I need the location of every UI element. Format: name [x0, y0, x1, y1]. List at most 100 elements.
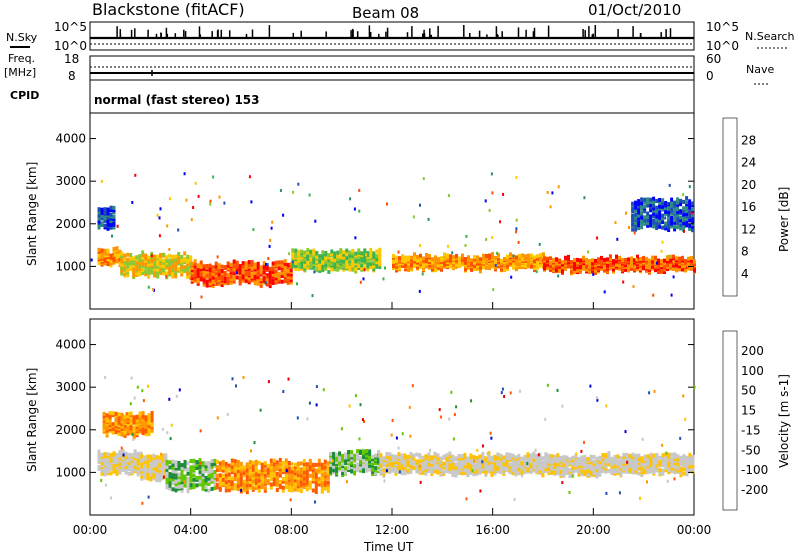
velocity-cell — [260, 474, 264, 479]
power-cell — [309, 253, 313, 257]
velocity-cell — [649, 465, 653, 470]
velocity-cell — [523, 470, 527, 475]
velocity-cell — [269, 458, 273, 463]
velocity-cell — [102, 427, 106, 432]
velocity-cell — [308, 461, 312, 466]
power-cell — [591, 269, 594, 274]
velocity-cell — [281, 477, 285, 481]
power-cell — [280, 263, 284, 268]
velocity-cell — [559, 469, 563, 474]
velocity-cell — [499, 456, 503, 461]
velocity-cell — [679, 461, 683, 466]
beam-title: Beam 08 — [352, 4, 419, 22]
velocity-cell — [323, 472, 327, 476]
power-cell — [268, 269, 272, 273]
velocity-cell — [691, 469, 695, 474]
velocity-cell — [565, 466, 569, 471]
power-cell — [567, 254, 570, 259]
power-cell — [339, 258, 343, 263]
power-cell — [573, 258, 576, 262]
power-cell — [277, 260, 281, 265]
power-cell — [576, 257, 579, 262]
velocity-cell — [103, 468, 107, 472]
velocity-cell — [424, 454, 428, 459]
power-cell — [153, 263, 157, 268]
velocity-cell — [400, 471, 404, 476]
velocity-cell — [302, 464, 306, 469]
velocity-cell — [308, 473, 312, 478]
power-noise — [166, 224, 169, 228]
velocity-cell — [565, 463, 569, 468]
velocity-cell — [448, 464, 452, 469]
velocity-cell — [487, 451, 491, 456]
velocity-cell — [224, 469, 228, 474]
velocity-colorbar-frame — [722, 330, 738, 511]
power-cell — [688, 223, 692, 228]
velocity-cell — [121, 451, 125, 456]
power-cell — [100, 207, 104, 212]
velocity-cell — [374, 457, 378, 462]
velocity-cell — [195, 460, 199, 465]
power-cell — [413, 252, 416, 257]
velocity-cell — [138, 423, 142, 428]
power-noise — [365, 253, 368, 257]
power-cell — [624, 263, 627, 268]
power-cell — [684, 267, 687, 271]
power-cell — [147, 255, 151, 260]
velocity-noise — [235, 384, 237, 388]
power-cell — [214, 273, 218, 278]
power-cell — [482, 256, 485, 261]
velocity-cell — [388, 462, 392, 467]
power-cell — [238, 268, 242, 273]
velocity-cell — [311, 477, 315, 481]
velocity-cell — [102, 421, 106, 426]
power-cell — [431, 259, 434, 264]
velocity-cell — [323, 486, 327, 491]
velocity-cell — [362, 454, 366, 459]
velocity-noise — [346, 480, 348, 484]
velocity-cell — [227, 467, 231, 472]
velocity-noise — [240, 488, 243, 492]
power-cell — [467, 260, 470, 265]
power-cell — [658, 198, 662, 202]
velocity-cell — [388, 469, 392, 474]
velocity-cell — [180, 474, 184, 479]
velocity-cell — [520, 466, 524, 471]
power-noise — [209, 199, 212, 203]
velocity-cell — [377, 450, 381, 455]
velocity-cell — [323, 481, 327, 485]
velocity-cell — [667, 457, 671, 462]
velocity-cell — [311, 462, 315, 467]
velocity-cell — [144, 428, 148, 432]
velocity-cell — [637, 453, 641, 458]
power-cell — [676, 213, 680, 218]
velocity-cell — [308, 464, 312, 469]
velocity-cell — [655, 457, 659, 462]
velocity-noise — [391, 419, 394, 422]
velocity-cell — [385, 462, 389, 467]
power-cell — [679, 209, 683, 214]
power-cell — [479, 257, 482, 262]
velocity-cell — [493, 456, 497, 461]
power-cell — [675, 256, 678, 261]
power-cell — [306, 265, 310, 270]
power-cell — [378, 262, 382, 267]
velocity-cell — [269, 477, 273, 481]
power-cell — [339, 265, 343, 270]
velocity-noise — [175, 394, 178, 398]
velocity-cell — [140, 454, 144, 459]
velocity-cell — [517, 460, 521, 465]
velocity-cell — [409, 464, 413, 469]
power-cell — [214, 267, 218, 272]
power-noise — [515, 218, 518, 222]
power-cell — [202, 272, 206, 277]
velocity-cell — [502, 467, 506, 472]
power-noise — [447, 194, 450, 198]
velocity-cell — [177, 484, 181, 489]
velocity-cell — [161, 458, 165, 463]
velocity-cell — [547, 457, 551, 462]
velocity-cell — [155, 475, 159, 480]
power-cell — [229, 277, 233, 282]
power-cell — [153, 254, 157, 259]
velocity-cell — [592, 454, 596, 459]
